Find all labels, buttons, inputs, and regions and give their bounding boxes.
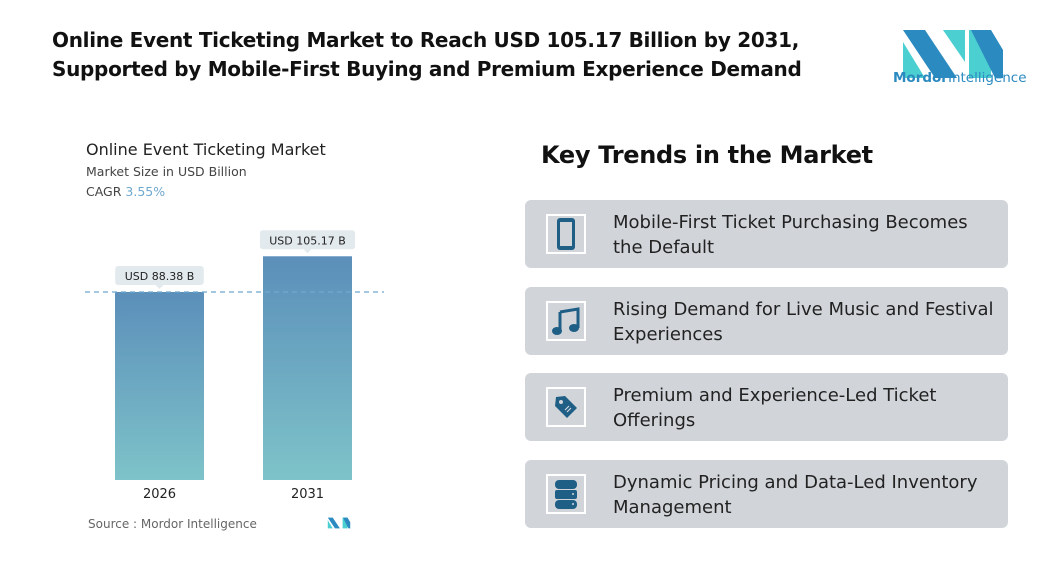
- bar-2026: [115, 292, 204, 480]
- trend-item-mobile: Mobile-First Ticket Purchasing Becomes th…: [525, 200, 1008, 268]
- data-label-pill: [259, 230, 356, 250]
- trend-text: Dynamic Pricing and Data-Led Inventory Ma…: [613, 470, 1003, 520]
- bar-chart: USD 88.38 B 2026 USD 105.17 B 2031: [85, 230, 384, 502]
- source-logo-icon: [327, 517, 351, 529]
- trend-item-premium: Premium and Experience-Led Ticket Offerin…: [525, 373, 1008, 441]
- page-title: Online Event Ticketing Market to Reach U…: [52, 26, 802, 84]
- cagr-label: CAGR: [86, 184, 122, 199]
- trend-item-pricing: Dynamic Pricing and Data-Led Inventory Ma…: [525, 460, 1008, 528]
- x-tick-label: 2026: [143, 487, 176, 502]
- trend-line: Offerings: [613, 410, 696, 431]
- title-line-2: Supported by Mobile-First Buying and Pre…: [52, 57, 802, 81]
- chart-source: Source : Mordor Intelligence: [88, 517, 257, 531]
- trend-line: Premium and Experience-Led Ticket: [613, 385, 937, 406]
- database-icon: [546, 474, 586, 514]
- trend-line: the Default: [613, 237, 715, 258]
- trend-text: Rising Demand for Live Music and Festiva…: [613, 297, 1003, 347]
- price-tag-icon: [546, 387, 586, 427]
- chart-title: Online Event Ticketing Market: [86, 140, 326, 159]
- smartphone-icon: [546, 214, 586, 254]
- logo-word-1: Mordor: [893, 70, 948, 86]
- key-trends-heading: Key Trends in the Market: [541, 141, 873, 169]
- logo-word-2: Intelligence: [947, 70, 1027, 86]
- music-note-icon: [546, 301, 586, 341]
- mordor-logo-icon: [903, 30, 1003, 78]
- trend-text: Mobile-First Ticket Purchasing Becomes th…: [613, 210, 1003, 260]
- x-tick-label: 2031: [291, 487, 324, 502]
- trend-line: Management: [613, 497, 732, 518]
- trend-line: Rising Demand for Live Music and Festiva…: [613, 299, 994, 320]
- trend-line: Mobile-First Ticket Purchasing Becomes: [613, 212, 968, 233]
- data-label-pointer: [155, 285, 164, 289]
- data-label-pill: [115, 266, 204, 285]
- trend-text: Premium and Experience-Led Ticket Offerin…: [613, 383, 1003, 433]
- trend-item-music: Rising Demand for Live Music and Festiva…: [525, 287, 1008, 355]
- bar-2031: [263, 256, 352, 480]
- chart-cagr: CAGR 3.55%: [86, 184, 165, 199]
- trend-line: Dynamic Pricing and Data-Led Inventory: [613, 472, 978, 493]
- cagr-value: 3.55%: [125, 184, 166, 199]
- logo-text: MordorIntelligence: [893, 70, 1027, 86]
- data-label: USD 105.17 B: [269, 234, 346, 247]
- title-line-1: Online Event Ticketing Market to Reach U…: [52, 28, 799, 52]
- data-label: USD 88.38 B: [125, 270, 195, 283]
- trend-line: Experiences: [613, 324, 723, 345]
- chart-subtitle: Market Size in USD Billion: [86, 164, 247, 179]
- data-label-pointer: [303, 249, 312, 254]
